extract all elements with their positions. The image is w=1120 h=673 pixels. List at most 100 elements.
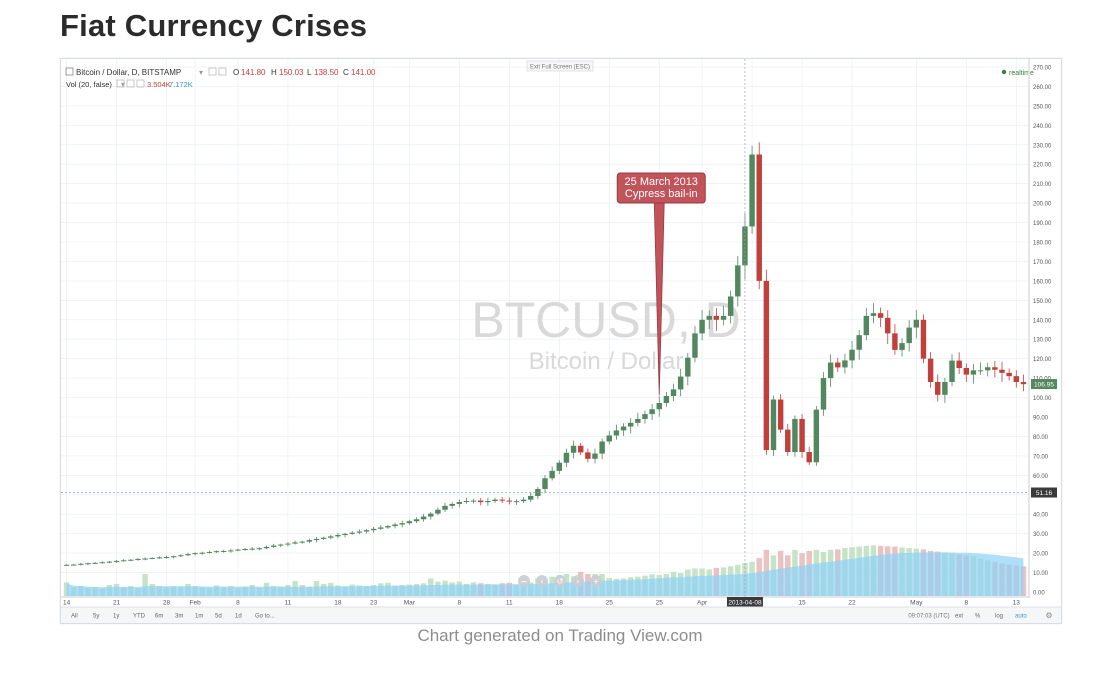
price-tick-label: 200.00 (1033, 202, 1052, 208)
range-buttons[interactable]: All 5y 1y YTD 6m 3m 1m 5d 1d Go to... (71, 614, 275, 620)
candle-up (827, 362, 834, 379)
candle-down (806, 452, 812, 463)
volume-close-icon[interactable] (136, 79, 145, 88)
grid (61, 59, 1029, 597)
volume-menu-icon[interactable]: ▾ (121, 80, 125, 89)
candle-up (849, 349, 855, 361)
scroll-right-icon[interactable] (572, 575, 584, 587)
scale-buttons[interactable]: ext% log auto (955, 614, 1027, 620)
volume-settings-icon[interactable] (116, 79, 125, 88)
candle-up (299, 541, 305, 543)
settings-icon[interactable] (208, 67, 217, 76)
candle-down (1020, 382, 1027, 385)
time-tick-label: 8 (457, 600, 461, 607)
last-price-value: 106.95 (1034, 381, 1054, 388)
candle-down (713, 315, 720, 320)
legend-high-value: 150.03 (279, 68, 304, 77)
scale-button-auto[interactable]: auto (1015, 614, 1027, 620)
candle-down (777, 399, 784, 430)
candle-up (363, 530, 370, 532)
candle-down (506, 500, 513, 502)
chart-widget[interactable]: BTCUSD, D Bitcoin / Dollar 25 March 2013… (60, 58, 1062, 624)
legend-close-value: 141.00 (351, 68, 376, 77)
candle-up (235, 549, 241, 551)
reset-glyph: ↺ (557, 577, 564, 586)
time-tick-label: 11 (285, 600, 292, 607)
bottom-toolbar (61, 607, 1061, 623)
legend-low-label: L (307, 68, 312, 77)
range-button[interactable]: 1d (235, 614, 242, 620)
range-button[interactable]: All (71, 614, 78, 620)
zoom-in-icon[interactable] (590, 575, 602, 587)
candle-down (992, 367, 998, 370)
range-button[interactable]: 5d (215, 614, 222, 620)
realtime-dot-icon (1001, 69, 1007, 75)
candle-up (385, 526, 391, 528)
candle-up (92, 562, 98, 564)
range-button[interactable]: 1y (113, 614, 119, 620)
price-tick-label: 150.00 (1033, 299, 1052, 305)
candle-up (356, 531, 363, 533)
exit-fullscreen-button[interactable]: Exit Full Screen (ESC) (526, 60, 594, 72)
volume-hide-icon[interactable] (126, 79, 135, 88)
candle-up (749, 154, 755, 227)
legend-menu-icon[interactable]: ▾ (199, 68, 203, 77)
range-button[interactable]: 5y (93, 614, 99, 620)
price-tick-label: 190.00 (1033, 221, 1052, 227)
gear-icon[interactable]: ⚙ (1045, 611, 1052, 620)
price-tick-label: 230.00 (1033, 143, 1052, 149)
time-tick-label: 25 (606, 600, 614, 607)
candle-up (627, 422, 634, 427)
candle-up (335, 535, 341, 537)
candle-up (563, 452, 570, 463)
time-axis[interactable]: 142128Feb8111823Mar811182525Apr81522May8… (63, 600, 1020, 607)
reset-icon[interactable] (554, 575, 566, 587)
candle-down (577, 445, 584, 453)
range-button[interactable]: Go to... (255, 614, 275, 620)
time-tick-label: Mar (404, 600, 416, 607)
candle-down (885, 317, 891, 334)
scroll-left-icon[interactable] (536, 575, 548, 587)
hide-icon[interactable] (218, 67, 227, 76)
candle-up (842, 360, 848, 368)
candle-up (113, 560, 120, 562)
candle-up (570, 445, 577, 453)
candle-up (949, 360, 955, 382)
scale-button-ext[interactable]: ext (955, 614, 963, 620)
zoom-controls[interactable]: − ‹ ↺ › + (518, 575, 602, 587)
candle-up (320, 537, 327, 539)
candle-up (463, 501, 470, 502)
candle-up (820, 378, 827, 410)
candle-down (585, 452, 591, 459)
scale-button-log[interactable]: log (995, 614, 1003, 620)
range-button[interactable]: YTD (133, 614, 146, 620)
candle-up (735, 265, 741, 297)
candle-up (156, 557, 163, 559)
annotation-callout[interactable]: 25 March 2013 Cypress bail-in (616, 172, 706, 396)
collapse-icon[interactable] (65, 67, 74, 76)
range-button[interactable]: 3m (175, 614, 183, 620)
candle-up (242, 549, 248, 551)
volume-value-2: 7.172K (169, 80, 193, 89)
time-tick-label: 13 (1013, 600, 1021, 607)
candle-down (756, 154, 762, 281)
candle-down (935, 382, 941, 395)
range-button[interactable]: 1m (195, 614, 203, 620)
zoom-out-icon[interactable] (518, 575, 530, 587)
candle-up (199, 552, 205, 554)
price-tick-label: 270.00 (1033, 66, 1052, 72)
candle-up (770, 399, 777, 451)
candle-down (499, 499, 505, 501)
candle-up (370, 528, 377, 531)
candle-down (877, 313, 884, 318)
range-button[interactable]: 6m (155, 614, 163, 620)
candlestick-chart[interactable]: BTCUSD, D Bitcoin / Dollar 25 March 2013… (61, 59, 1061, 623)
volume-bar (1020, 566, 1027, 596)
candle-up (85, 563, 91, 565)
candle-up (206, 551, 213, 553)
candles (63, 142, 1027, 566)
time-tick-label: 8 (236, 600, 240, 607)
scale-button-percent[interactable]: % (975, 614, 981, 620)
time-tick-label: 22 (848, 600, 856, 607)
candle-up (413, 519, 420, 522)
